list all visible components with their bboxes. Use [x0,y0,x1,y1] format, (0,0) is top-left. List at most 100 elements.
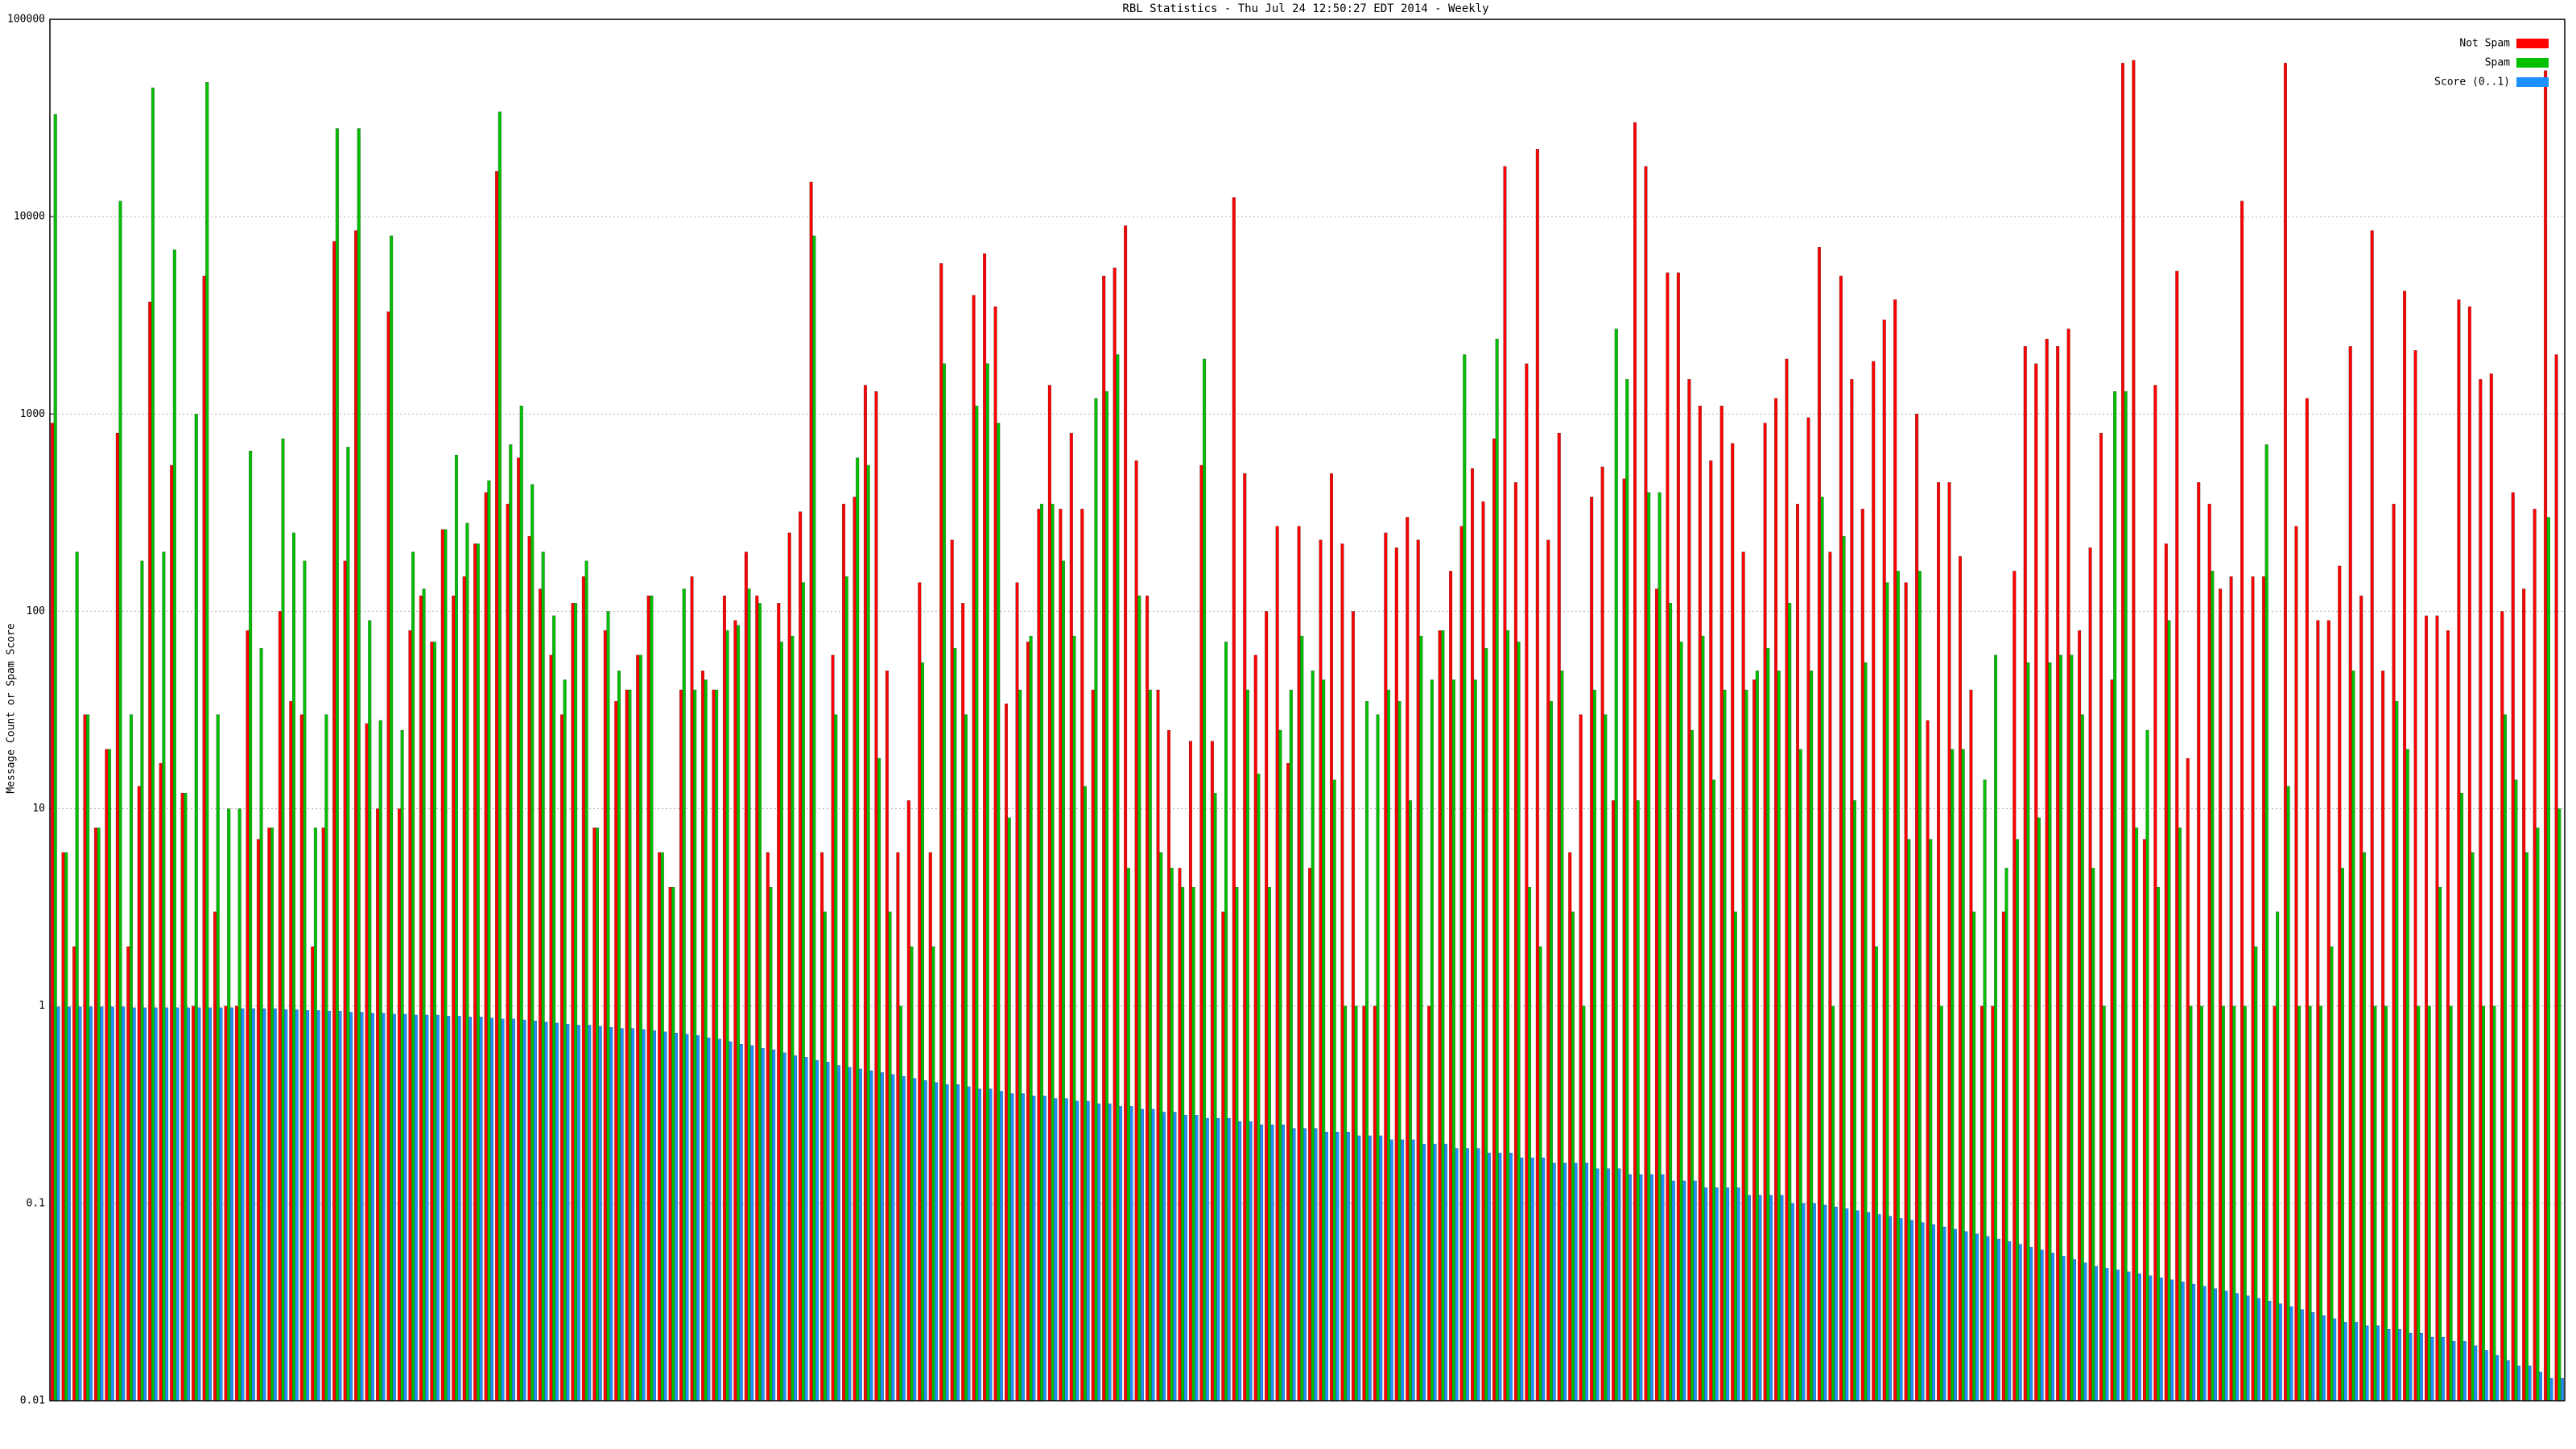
bar [1579,714,1583,1402]
bar [2099,432,2103,1402]
bar [1195,1115,1199,1402]
bar [1509,1153,1513,1402]
bar [519,405,523,1402]
bar [208,1007,212,1402]
bar [511,1018,515,1402]
bar [1853,800,1856,1402]
bar [755,595,759,1402]
bar [609,1027,613,1402]
bar [2254,946,2258,1402]
bar [1137,595,1141,1402]
bar [1682,1180,1686,1402]
bar [592,828,597,1402]
bar [885,671,889,1402]
bar [1495,338,1499,1402]
bar [1600,466,1604,1402]
bar [1530,1158,1534,1402]
bar [1525,363,1529,1402]
bar [143,1007,147,1402]
bar [794,1055,798,1402]
bar [869,1070,873,1402]
bar [722,595,726,1402]
bar [566,1023,570,1402]
bar [313,828,317,1402]
bar [2102,1005,2106,1402]
bar [299,714,303,1402]
bar [1590,497,1594,1402]
bar [110,1006,114,1402]
bar [1796,503,1799,1402]
bar [289,701,293,1402]
bar [815,1060,819,1402]
bar [574,603,578,1402]
bar [278,611,282,1402]
bar [1282,1125,1286,1402]
bar [2544,70,2548,1402]
bar [715,689,719,1402]
bar [906,800,910,1402]
bar [2105,1268,2109,1402]
bar [533,1021,537,1402]
bar [249,450,253,1402]
bar [1365,701,1369,1402]
bar [1159,852,1163,1402]
bar [2221,1005,2225,1402]
bar [1839,275,1843,1402]
bar [2157,886,2161,1402]
bar [2276,911,2280,1402]
bar [1552,1162,1556,1402]
bar [852,497,857,1402]
bar [769,886,773,1402]
bar [2286,786,2290,1402]
bar [1528,886,1532,1402]
bar [2153,385,2157,1402]
bar [2338,565,2342,1402]
bar [1882,320,1886,1402]
legend-label: Not Spam [2459,38,2510,50]
bar [419,595,423,1402]
bar [2034,363,2038,1402]
bar [72,946,76,1402]
bar [1612,800,1616,1402]
bar [1604,714,1608,1402]
bar [281,438,285,1402]
bar [1910,1220,1914,1402]
bar [880,1072,884,1402]
bar [1191,886,1195,1402]
bar [1232,197,1236,1402]
bar [1151,1108,1155,1402]
bar [2484,1350,2488,1402]
bar [2229,576,2233,1402]
bar [2091,868,2095,1402]
bar [1086,1100,1090,1402]
bar [1384,532,1388,1402]
bar [487,480,491,1402]
bar [679,689,683,1402]
bar [397,808,401,1402]
bar [1639,1174,1643,1402]
bar [197,1007,201,1402]
bar [2522,588,2526,1402]
bar [658,852,662,1402]
bar [1005,704,1009,1402]
bar [1408,800,1412,1402]
bar [2164,543,2168,1402]
bar [1476,1148,1480,1402]
bar [1267,886,1271,1402]
bar [636,654,640,1402]
bar [2395,701,2399,1402]
bar [338,1011,342,1402]
bar [1758,1195,1762,1402]
bar [1140,1108,1144,1402]
bar [1828,551,1832,1402]
bar [1449,571,1453,1402]
bar [1238,1121,1242,1402]
bar [368,620,372,1402]
bar [1560,671,1564,1402]
bar [910,946,914,1402]
bar [1872,361,1876,1402]
bar [273,1008,277,1402]
bar [766,852,770,1402]
bar [671,886,675,1402]
bar [2124,391,2128,1402]
